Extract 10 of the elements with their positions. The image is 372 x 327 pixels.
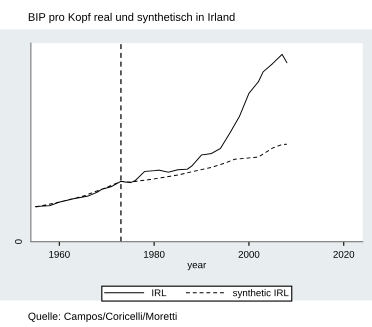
legend-label: synthetic IRL [232, 289, 289, 298]
text: 0 [14, 239, 22, 244]
x-axis-title: year [187, 262, 206, 270]
x-tick-label: 2000 [238, 250, 260, 258]
x-tick-label: 1980 [144, 250, 165, 258]
x-tick-label: 1960 [49, 250, 70, 258]
chart-title: BIP pro Kopf real und synthetisch in Irland [28, 12, 235, 24]
source-note: Quelle: Campos/Coricelli/Moretti [28, 312, 177, 322]
legend-label: IRL [152, 289, 166, 296]
x-tick-label: 2020 [333, 250, 354, 258]
